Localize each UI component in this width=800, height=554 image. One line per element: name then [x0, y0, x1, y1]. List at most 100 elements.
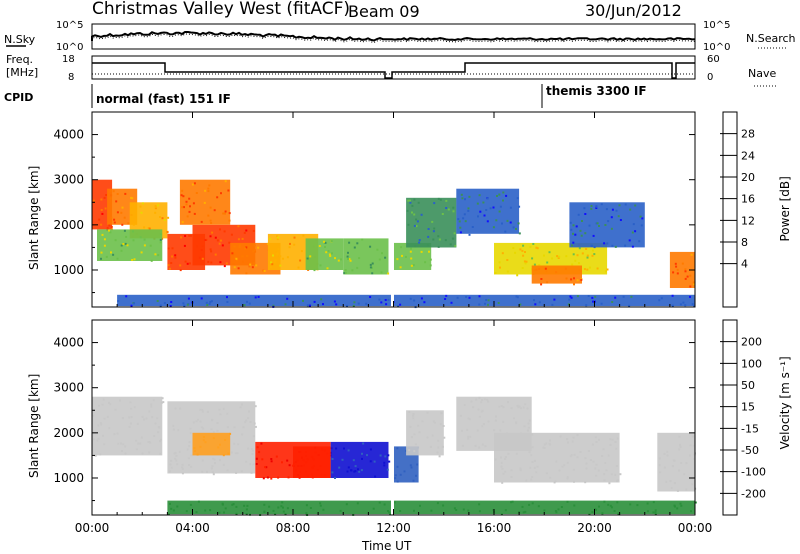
heatmap-cell [408, 449, 411, 452]
heatmap-cell [596, 222, 599, 225]
heatmap-cell [300, 250, 303, 253]
heatmap-cell [357, 468, 359, 471]
heatmap-cell [224, 180, 227, 183]
heatmap-cell [159, 440, 161, 443]
heatmap-cell [436, 451, 439, 454]
heatmap-cell [606, 242, 609, 245]
heatmap-cell [486, 220, 489, 223]
heatmap-cell [293, 462, 296, 465]
heatmap-cell [510, 407, 513, 410]
heatmap-cell [321, 448, 324, 451]
heatmap-cell [500, 440, 503, 443]
heatmap-cell [108, 401, 110, 404]
noise-sky-line [91, 31, 696, 42]
heatmap-cell [396, 465, 399, 468]
heatmap-cell [115, 200, 118, 203]
heatmap-cell [506, 219, 509, 222]
heatmap-cell [466, 428, 469, 431]
heatmap-cell [116, 211, 119, 214]
heatmap-cell [101, 403, 104, 406]
heatmap-cell [176, 463, 179, 466]
heatmap-cell [674, 505, 676, 508]
heatmap-cell [418, 241, 421, 244]
heatmap-cell [199, 420, 202, 423]
heatmap-cell [624, 244, 627, 247]
heatmap-cell [534, 303, 537, 306]
heatmap-cell [214, 236, 217, 239]
heatmap-cell [572, 468, 575, 471]
heatmap-cell [388, 511, 391, 514]
heatmap-cell [517, 222, 520, 225]
heatmap-cell [595, 508, 597, 511]
heatmap-cell [208, 184, 211, 187]
heatmap-cell [169, 463, 172, 466]
heatmap-cell [358, 257, 361, 260]
heatmap-cell [604, 270, 607, 273]
heatmap-cell [494, 458, 497, 461]
heatmap-cell [361, 457, 363, 460]
heatmap-cell [616, 437, 619, 440]
noise-right-tick-bottom: 10^0 [703, 42, 730, 53]
heatmap-cell [396, 480, 399, 483]
heatmap-cell [372, 507, 375, 510]
heatmap-cell [429, 445, 432, 448]
heatmap-cell [157, 254, 160, 257]
heatmap-cell [521, 249, 524, 252]
heatmap-cell [444, 239, 447, 242]
heatmap-cell [507, 401, 509, 404]
heatmap-cell [404, 255, 407, 258]
heatmap-cell [580, 234, 583, 237]
heatmap-cell [195, 192, 198, 194]
heatmap-cell [121, 450, 123, 452]
heatmap-cell [103, 417, 106, 420]
heatmap-cell [676, 489, 679, 492]
heatmap-cell [606, 268, 609, 271]
heatmap-cell [639, 215, 642, 218]
heatmap-cell [346, 255, 349, 258]
heatmap-cell [122, 243, 125, 245]
heatmap-cell [211, 231, 214, 234]
heatmap-cell [396, 447, 399, 450]
heatmap-cell [365, 302, 368, 305]
heatmap-cell [189, 432, 192, 435]
x-tick-label: 00:00 [678, 521, 713, 535]
heatmap-cell [153, 435, 156, 437]
heatmap-cell [500, 405, 503, 407]
heatmap-cell [296, 459, 299, 462]
heatmap-cell [180, 194, 183, 197]
heatmap-cell [570, 228, 573, 231]
heatmap-cell [613, 510, 616, 512]
heatmap-cell [297, 266, 300, 269]
heatmap-cell [430, 509, 433, 512]
heatmap-cell [224, 212, 226, 215]
heatmap-cell [569, 295, 572, 298]
heatmap-cell [484, 302, 486, 305]
heatmap-cell [387, 272, 390, 275]
velocity-colorbar: 200 100 50 15 -15 -50 -100 -200 Velocity [m s⁻¹] [720, 319, 792, 516]
heatmap-cell [519, 248, 522, 251]
x-tick-label: 16:00 [477, 521, 512, 535]
heatmap-cell [228, 212, 231, 215]
heatmap-cell [172, 428, 175, 431]
heatmap-cell [216, 196, 219, 199]
heatmap-cell [260, 442, 263, 445]
heatmap-cell [109, 403, 112, 406]
heatmap-cell [471, 226, 474, 228]
heatmap-cell [361, 238, 364, 241]
heatmap-cell [174, 256, 177, 259]
heatmap-cell [211, 465, 214, 468]
heatmap-cell [427, 228, 430, 230]
heatmap-cell [478, 446, 481, 449]
heatmap-cell [166, 230, 169, 233]
heatmap-cell [634, 204, 637, 207]
colorbar-tick-label: -200 [741, 487, 766, 500]
heatmap-cell [566, 461, 569, 464]
heatmap-cell [218, 408, 221, 411]
heatmap-cell [262, 269, 265, 272]
heatmap-cell [429, 264, 432, 267]
heatmap-cell [121, 223, 124, 226]
heatmap-cell [481, 425, 484, 428]
heatmap-cell [475, 398, 478, 401]
heatmap-cell [148, 410, 151, 413]
heatmap-cell [384, 256, 387, 259]
